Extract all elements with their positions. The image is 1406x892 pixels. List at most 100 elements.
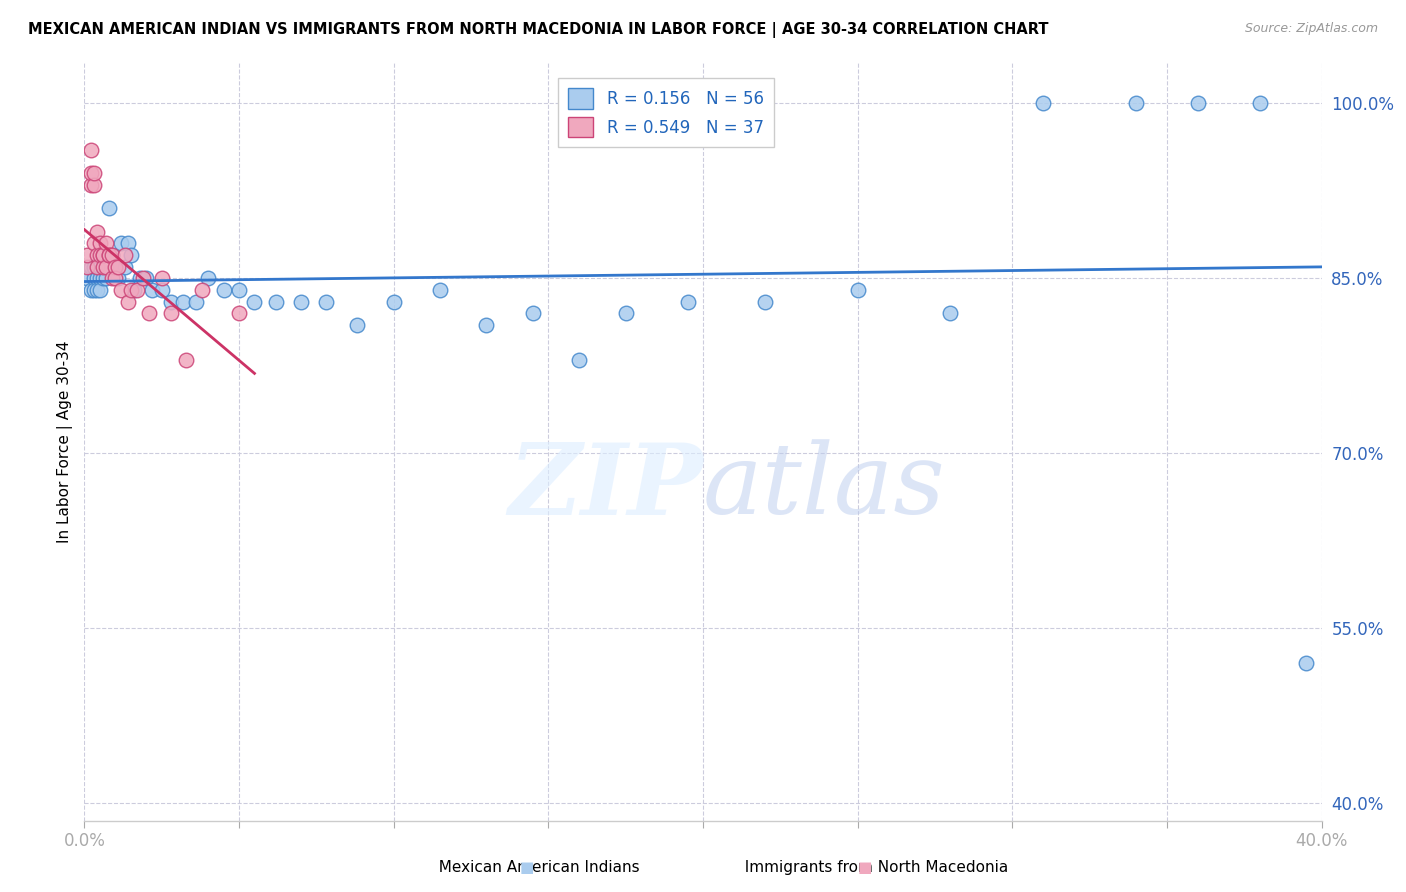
Point: [91, 260, 114, 274]
Point: [89, 271, 111, 285]
Point: [150, 271, 173, 285]
Y-axis label: In Labor Force | Age 30-34: In Labor Force | Age 30-34: [58, 340, 73, 543]
Text: ZIP: ZIP: [508, 439, 703, 535]
Point: [98, 201, 121, 215]
Point: [346, 318, 368, 332]
Point: [104, 260, 127, 274]
Point: [79, 260, 101, 274]
Point: [89, 248, 111, 262]
Point: [94, 271, 117, 285]
Point: [83, 283, 105, 297]
Point: [101, 271, 124, 285]
Point: [290, 294, 312, 309]
Point: [98, 248, 121, 262]
Point: [83, 236, 105, 251]
Point: [114, 248, 136, 262]
Point: [94, 260, 117, 274]
Point: [212, 283, 235, 297]
Point: [120, 248, 142, 262]
Point: [129, 271, 152, 285]
Point: [160, 306, 183, 320]
Point: [135, 271, 157, 285]
Point: [1125, 96, 1147, 111]
Point: [117, 236, 139, 251]
Point: [86, 260, 108, 274]
Point: [79, 178, 101, 192]
Point: [122, 283, 145, 297]
Point: [117, 294, 139, 309]
Point: [86, 271, 108, 285]
Point: [98, 248, 121, 262]
Point: [76, 260, 98, 274]
Point: [120, 283, 142, 297]
Point: [83, 178, 105, 192]
Point: [104, 271, 127, 285]
Text: ■: ■: [520, 860, 534, 874]
Point: [754, 294, 776, 309]
Point: [1249, 96, 1271, 111]
Point: [176, 352, 198, 367]
Point: [107, 260, 129, 274]
Point: [98, 260, 121, 274]
Point: [125, 283, 148, 297]
Point: [429, 283, 451, 297]
Point: [91, 248, 114, 262]
Text: Mexican American Indians: Mexican American Indians: [429, 860, 640, 874]
Point: [522, 306, 544, 320]
Point: [382, 294, 405, 309]
Point: [79, 283, 101, 297]
Point: [1295, 656, 1317, 670]
Point: [76, 248, 98, 262]
Point: [79, 143, 101, 157]
Point: [110, 236, 132, 251]
Point: [228, 283, 250, 297]
Point: [1032, 96, 1054, 111]
Point: [89, 283, 111, 297]
Point: [86, 283, 108, 297]
Text: Source: ZipAtlas.com: Source: ZipAtlas.com: [1244, 22, 1378, 36]
Point: [475, 318, 498, 332]
Legend: R = 0.156   N = 56, R = 0.549   N = 37: R = 0.156 N = 56, R = 0.549 N = 37: [558, 78, 773, 147]
Point: [91, 271, 114, 285]
Point: [76, 271, 98, 285]
Point: [101, 248, 124, 262]
Point: [228, 306, 250, 320]
Point: [568, 352, 591, 367]
Point: [614, 306, 637, 320]
Point: [91, 260, 114, 274]
Point: [243, 294, 266, 309]
Text: ■: ■: [858, 860, 872, 874]
Point: [110, 283, 132, 297]
Text: Immigrants from North Macedonia: Immigrants from North Macedonia: [735, 860, 1008, 874]
Point: [1187, 96, 1209, 111]
Point: [107, 271, 129, 285]
Point: [83, 260, 105, 274]
Point: [104, 260, 127, 274]
Point: [83, 166, 105, 180]
Point: [89, 236, 111, 251]
Point: [86, 260, 108, 274]
Point: [160, 294, 183, 309]
Text: atlas: atlas: [703, 440, 946, 534]
Point: [101, 248, 124, 262]
Point: [197, 271, 219, 285]
Point: [132, 271, 155, 285]
Point: [138, 306, 160, 320]
Point: [264, 294, 287, 309]
Point: [94, 248, 117, 262]
Point: [114, 260, 136, 274]
Point: [89, 260, 111, 274]
Point: [94, 236, 117, 251]
Point: [939, 306, 962, 320]
Point: [91, 248, 114, 262]
Point: [846, 283, 869, 297]
Point: [86, 225, 108, 239]
Point: [315, 294, 337, 309]
Point: [191, 283, 214, 297]
Point: [150, 283, 173, 297]
Point: [172, 294, 194, 309]
Point: [141, 283, 163, 297]
Text: MEXICAN AMERICAN INDIAN VS IMMIGRANTS FROM NORTH MACEDONIA IN LABOR FORCE | AGE : MEXICAN AMERICAN INDIAN VS IMMIGRANTS FR…: [28, 22, 1049, 38]
Point: [184, 294, 207, 309]
Point: [79, 166, 101, 180]
